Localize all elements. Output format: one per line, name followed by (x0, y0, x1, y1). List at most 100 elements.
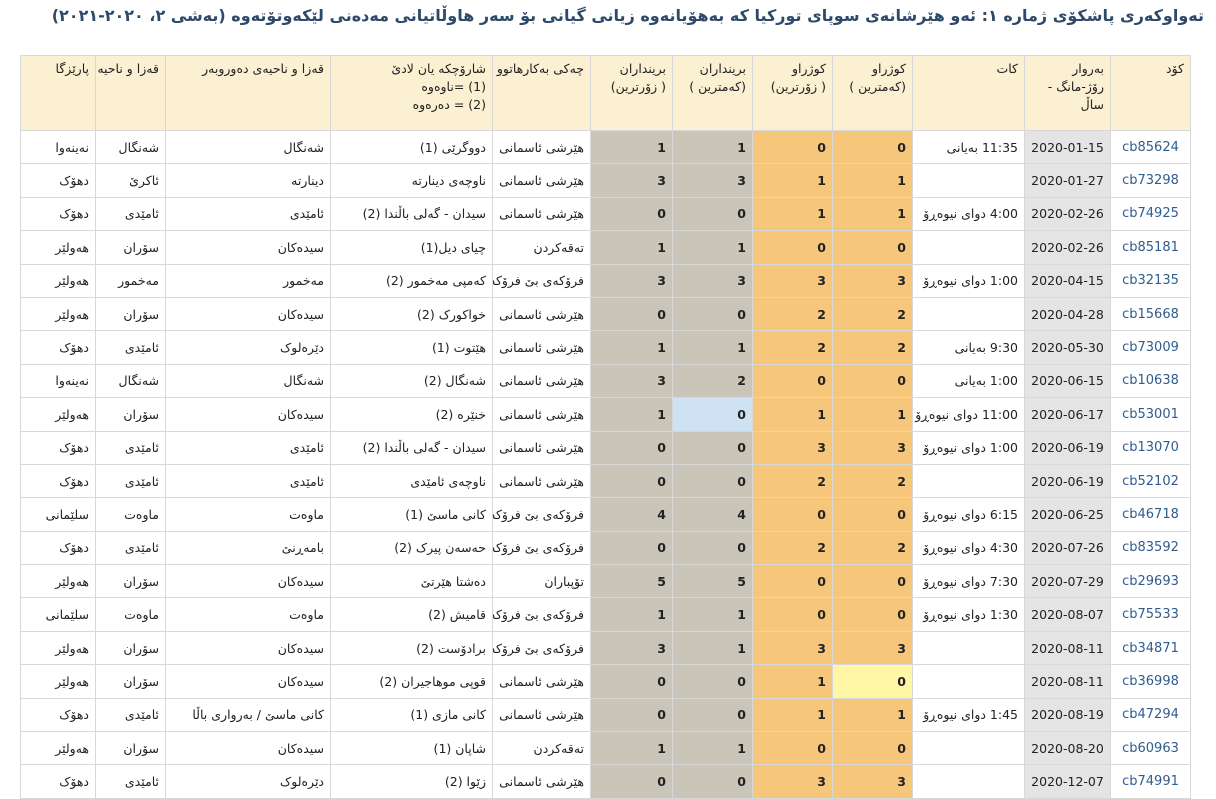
table-cell: 1 (590, 597, 673, 632)
table-cell: فرۆکەی بێ فرۆکەوان (492, 263, 591, 298)
table-cell: 1 (832, 697, 913, 733)
header-row: کۆد بەروار رۆژ-مانگ - ساڵ کات کوژراو (کەمترین … (20, 55, 1191, 131)
table-cell: 0 (590, 430, 673, 465)
table-cell: دهۆک (20, 463, 96, 499)
table-cell: 1 (752, 196, 833, 232)
table-cell: cb15668 (1110, 296, 1191, 332)
table-cell: شەنگال (165, 363, 331, 399)
table-row: cb13070 2020-06-19 1:00 دوای نیوەڕۆ 3 3 0 0 هێر… (20, 430, 1191, 465)
table-cell: دێرەلوک (165, 330, 331, 365)
table-cell: 1:00 بەیانی (912, 363, 1025, 399)
table-cell: هێرشی ئاسمانی (492, 129, 591, 165)
header-line: برینداران (699, 61, 746, 76)
table-cell: دهۆک (20, 163, 96, 198)
table-cell: 4:00 دوای نیوەڕۆ (912, 196, 1025, 232)
table-cell: 1 (752, 397, 833, 432)
table-cell: ماوەت (165, 497, 331, 532)
table-cell: هێرشی ئاسمانی (492, 196, 591, 232)
table-cell: 2020-08-20 (1024, 731, 1111, 766)
table-cell: 1 (752, 163, 833, 198)
table-cell: 7:30 دوای نیوەڕۆ (912, 564, 1025, 599)
table-cell: 1 (832, 163, 913, 198)
table-cell: مەخمور (95, 263, 166, 298)
table-cell: 4 (672, 497, 753, 532)
table-cell: 3 (590, 263, 673, 298)
header-line: ساڵ (1080, 97, 1104, 112)
column-header: بەروار رۆژ-مانگ - ساڵ (1024, 55, 1111, 131)
table-cell: فرۆکەی بێ فرۆکەوان (492, 530, 591, 566)
table-cell: 3 (672, 163, 753, 198)
table-cell: هێرشی ئاسمانی (492, 697, 591, 733)
table-cell: هێرشی ئاسمانی (492, 463, 591, 499)
table-cell: سیدەکان (165, 296, 331, 332)
table-cell: هەولێر (20, 630, 96, 666)
table-cell: کەمپی مەخمور (2) (330, 263, 493, 298)
table-cell: 0 (752, 731, 833, 766)
table-cell: 0 (590, 697, 673, 733)
table-cell: 0 (590, 764, 673, 799)
table-cell: سۆران (95, 664, 166, 699)
table-cell: 2020-05-30 (1024, 330, 1111, 365)
table-row: cb53001 2020-06-17 11:00 دوای نیوەڕۆ 1 1 0 1 هێ… (20, 397, 1191, 432)
table-cell: دهۆک (20, 330, 96, 365)
table-cell: چیای دیل(1) (330, 230, 493, 265)
table-cell: cb53001 (1110, 397, 1191, 432)
table-cell: شەنگال (2) (330, 363, 493, 399)
table-cell: 1 (752, 664, 833, 699)
column-header: کۆد (1110, 55, 1191, 131)
table-cell: cb34871 (1110, 630, 1191, 666)
table-cell: 1 (672, 330, 753, 365)
table-cell: cb10638 (1110, 363, 1191, 399)
table-cell: 0 (832, 363, 913, 399)
table-cell: 1:45 دوای نیوەڕۆ (912, 697, 1025, 733)
table-cell: 0 (590, 463, 673, 499)
table-cell: 3 (752, 630, 833, 666)
table-cell: 0 (590, 664, 673, 699)
column-header: کات (912, 55, 1025, 131)
header-line: شارۆچکە یان لادێ (391, 61, 486, 76)
table-cell: 1 (832, 397, 913, 432)
table-cell: 3 (672, 263, 753, 298)
table-cell: 3 (832, 764, 913, 799)
table-cell: cb73298 (1110, 163, 1191, 198)
table-cell: 2 (672, 363, 753, 399)
table-row: cb15668 2020-04-28 2 2 0 0 هێرشی ئاسمانی خواکور… (20, 296, 1191, 332)
table-cell: ناوچەی دینارتە (330, 163, 493, 198)
table-cell: هەولێر (20, 664, 96, 699)
table-cell: 3 (832, 430, 913, 465)
table-cell: cb83592 (1110, 530, 1191, 566)
table-cell: هێرشی ئاسمانی (492, 664, 591, 699)
table-row: cb32135 2020-04-15 1:00 دوای نیوەڕۆ 3 3 3 3 فرۆ… (20, 263, 1191, 298)
table-cell: 0 (672, 196, 753, 232)
table-cell: 0 (752, 564, 833, 599)
table-cell: ئامێدی (95, 530, 166, 566)
table-row: cb85624 2020-01-15 11:35 بەیانی 0 0 1 1 هێرشی ئ… (20, 129, 1191, 165)
table-cell: شەنگال (95, 363, 166, 399)
table-cell: هێرشی ئاسمانی (492, 296, 591, 332)
table-cell: cb46718 (1110, 497, 1191, 532)
table-row: cb74925 2020-02-26 4:00 دوای نیوەڕۆ 1 1 0 0 هێر… (20, 196, 1191, 232)
column-header: کوژراو ( زۆرترین) (752, 55, 833, 131)
table-cell: 1 (590, 330, 673, 365)
table-cell: 0 (832, 230, 913, 265)
table-cell: دینارتە (165, 163, 331, 198)
table-cell: 0 (590, 296, 673, 332)
table-cell: 3 (832, 630, 913, 666)
table-cell: 2020-07-29 (1024, 564, 1111, 599)
table-cell: 0 (832, 129, 913, 165)
table-cell: 2020-01-15 (1024, 129, 1111, 165)
table-cell: ئامێدی (95, 697, 166, 733)
table-cell: cb74991 (1110, 764, 1191, 799)
table-cell: سیدەکان (165, 630, 331, 666)
table-cell: 2020-06-19 (1024, 430, 1111, 465)
header-line: (کەمترین ) (849, 79, 906, 94)
table-cell: دهۆک (20, 530, 96, 566)
header-line: ( زۆرترین) (770, 79, 826, 94)
table-cell: بامەڕنێ (165, 530, 331, 566)
column-header: برینداران (کەمترین ) (672, 55, 753, 131)
table-cell: cb73009 (1110, 330, 1191, 365)
table-cell: سۆران (95, 731, 166, 766)
table-cell: ئامێدی (95, 764, 166, 799)
header-line: (کەمترین ) (689, 79, 746, 94)
table-cell: دهۆک (20, 697, 96, 733)
